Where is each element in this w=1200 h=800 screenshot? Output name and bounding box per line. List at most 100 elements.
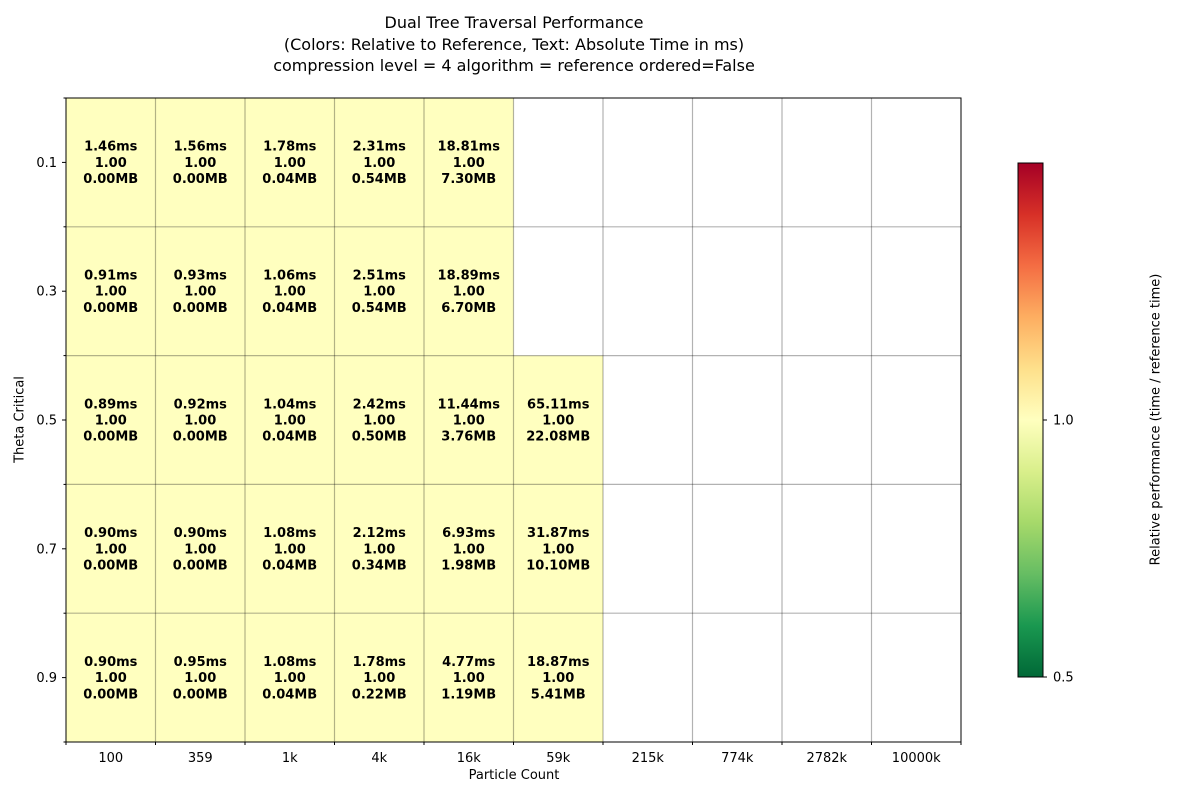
cell-label-4-4-ratio: 1.00 <box>453 671 485 686</box>
cell-label-0-2-memory: 0.04MB <box>262 172 317 187</box>
cell-label-1-2-ratio: 1.00 <box>274 285 306 300</box>
heatmap-cell-3-5 <box>513 484 603 614</box>
cell-label-1-2-time: 1.06ms <box>263 269 317 284</box>
cell-label-1-4-memory: 6.70MB <box>441 301 496 316</box>
cell-label-4-1-memory: 0.00MB <box>173 687 228 702</box>
cell-label-0-4-time: 18.81ms <box>438 140 501 155</box>
y-axis-label: Theta Critical <box>12 376 28 463</box>
cell-label-0-1-ratio: 1.00 <box>184 156 216 171</box>
cell-label-4-1-time: 0.95ms <box>174 655 228 670</box>
cell-label-1-4-time: 18.89ms <box>438 269 501 284</box>
heatmap-cell-2-4 <box>424 355 514 485</box>
cell-label-4-0-time: 0.90ms <box>84 655 138 670</box>
cell-label-2-0-time: 0.89ms <box>84 397 138 412</box>
cell-label-4-5-ratio: 1.00 <box>542 671 574 686</box>
x-tick-label-100: 100 <box>98 751 123 766</box>
colorbar-tick-label-0.5: 0.5 <box>1053 671 1074 686</box>
heatmap-cell-2-1 <box>155 355 245 485</box>
y-tick-label-0.1: 0.1 <box>36 156 57 171</box>
cell-label-4-0-ratio: 1.00 <box>95 671 127 686</box>
cell-label-2-5-time: 65.11ms <box>527 397 590 412</box>
cell-label-3-2-memory: 0.04MB <box>262 559 317 574</box>
cell-label-1-0-time: 0.91ms <box>84 269 138 284</box>
cell-label-1-3-time: 2.51ms <box>353 269 407 284</box>
cell-label-1-0-ratio: 1.00 <box>95 285 127 300</box>
colorbar <box>1017 162 1044 678</box>
cell-label-3-0-time: 0.90ms <box>84 526 138 541</box>
cell-label-1-1-ratio: 1.00 <box>184 285 216 300</box>
cell-label-3-4-time: 6.93ms <box>442 526 496 541</box>
cell-label-2-1-time: 0.92ms <box>174 397 228 412</box>
heatmap-cell-3-0 <box>66 484 156 614</box>
cell-label-4-3-memory: 0.22MB <box>352 687 407 702</box>
cell-label-2-3-memory: 0.50MB <box>352 430 407 445</box>
chart-title-line-2: (Colors: Relative to Reference, Text: Ab… <box>283 35 745 54</box>
cell-label-3-2-ratio: 1.00 <box>274 542 306 557</box>
cell-label-0-0-ratio: 1.00 <box>95 156 127 171</box>
heatmap-cell-4-3 <box>334 613 424 742</box>
y-tick-label-0.7: 0.7 <box>36 542 57 557</box>
cell-label-0-4-ratio: 1.00 <box>453 156 485 171</box>
cell-label-0-1-memory: 0.00MB <box>173 172 228 187</box>
cell-label-2-4-memory: 3.76MB <box>441 430 496 445</box>
cell-label-2-5-memory: 22.08MB <box>526 430 590 445</box>
cell-label-3-5-time: 31.87ms <box>527 526 590 541</box>
x-tick-label-359: 359 <box>188 751 213 766</box>
cell-label-4-4-memory: 1.19MB <box>441 687 496 702</box>
cell-label-1-0-memory: 0.00MB <box>83 301 138 316</box>
heatmap-cell-0-0 <box>66 98 156 227</box>
y-tick-label-0.9: 0.9 <box>36 671 57 686</box>
x-tick-label-4k: 4k <box>371 751 387 766</box>
cell-label-3-0-ratio: 1.00 <box>95 542 127 557</box>
x-tick-label-215k: 215k <box>632 751 665 766</box>
cell-label-2-2-memory: 0.04MB <box>262 430 317 445</box>
x-tick-label-2782k: 2782k <box>806 751 847 766</box>
heatmap-cell-1-3 <box>334 226 424 356</box>
cell-label-4-3-ratio: 1.00 <box>363 671 395 686</box>
cell-label-1-4-ratio: 1.00 <box>453 285 485 300</box>
heatmap-cell-4-4 <box>424 613 514 742</box>
cell-label-0-0-time: 1.46ms <box>84 140 138 155</box>
cell-label-0-0-memory: 0.00MB <box>83 172 138 187</box>
cell-label-2-2-time: 1.04ms <box>263 397 317 412</box>
cell-label-2-2-ratio: 1.00 <box>274 414 306 429</box>
cell-label-2-4-time: 11.44ms <box>438 397 501 412</box>
cell-label-3-1-time: 0.90ms <box>174 526 228 541</box>
cell-label-3-2-time: 1.08ms <box>263 526 317 541</box>
cell-label-3-5-ratio: 1.00 <box>542 542 574 557</box>
cell-label-1-2-memory: 0.04MB <box>262 301 317 316</box>
colorbar-tick-label-1.0: 1.0 <box>1053 414 1074 429</box>
heatmap-cell-2-5 <box>513 355 603 485</box>
cell-label-3-1-memory: 0.00MB <box>173 559 228 574</box>
y-tick-label-0.3: 0.3 <box>36 285 57 300</box>
heatmap-cell-1-4 <box>424 226 514 356</box>
cell-label-3-1-ratio: 1.00 <box>184 542 216 557</box>
y-tick-label-0.5: 0.5 <box>36 414 57 429</box>
cell-label-1-1-time: 0.93ms <box>174 269 228 284</box>
heatmap-cell-0-4 <box>424 98 514 227</box>
cell-label-4-2-time: 1.08ms <box>263 655 317 670</box>
cell-label-2-1-memory: 0.00MB <box>173 430 228 445</box>
cell-label-0-3-memory: 0.54MB <box>352 172 407 187</box>
x-tick-label-1k: 1k <box>282 751 298 766</box>
cell-label-3-3-memory: 0.34MB <box>352 559 407 574</box>
x-tick-label-774k: 774k <box>721 751 754 766</box>
heatmap-cell-4-2 <box>245 613 335 742</box>
heatmap-cell-0-3 <box>334 98 424 227</box>
cell-label-0-2-ratio: 1.00 <box>274 156 306 171</box>
chart-title-line-1: Dual Tree Traversal Performance <box>384 13 644 32</box>
heatmap-cell-4-5 <box>513 613 603 742</box>
x-tick-label-16k: 16k <box>457 751 482 766</box>
cell-label-2-5-ratio: 1.00 <box>542 414 574 429</box>
cell-label-4-0-memory: 0.00MB <box>83 687 138 702</box>
heatmap-cell-1-1 <box>155 226 245 356</box>
colorbar-label: Relative performance (time / reference t… <box>1148 273 1164 566</box>
cell-label-4-4-time: 4.77ms <box>442 655 496 670</box>
cell-label-4-2-memory: 0.04MB <box>262 687 317 702</box>
heatmap-cell-4-0 <box>66 613 156 742</box>
cell-label-2-0-ratio: 1.00 <box>95 414 127 429</box>
heatmap-cell-3-3 <box>334 484 424 614</box>
heatmap-cell-2-2 <box>245 355 335 485</box>
heatmap-cell-2-3 <box>334 355 424 485</box>
cell-label-1-3-ratio: 1.00 <box>363 285 395 300</box>
